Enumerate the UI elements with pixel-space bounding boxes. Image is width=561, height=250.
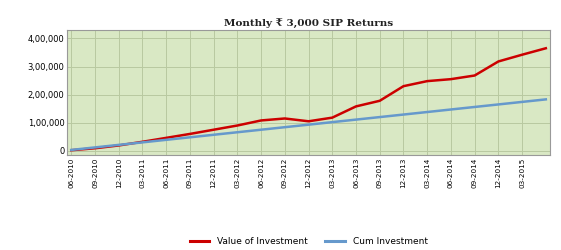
Line: Cum Investment: Cum Investment xyxy=(71,100,546,150)
Legend: Value of Investment, Cum Investment: Value of Investment, Cum Investment xyxy=(190,237,427,246)
Value of Investment xyxy=(163,136,169,139)
Cum Investment xyxy=(163,138,169,141)
Value of Investment xyxy=(234,124,241,127)
Value of Investment xyxy=(68,149,75,152)
Title: Monthly ₹ 3,000 SIP Returns: Monthly ₹ 3,000 SIP Returns xyxy=(224,18,393,28)
Value of Investment xyxy=(542,47,549,50)
Line: Value of Investment: Value of Investment xyxy=(71,48,546,150)
Cum Investment xyxy=(234,131,241,134)
Cum Investment xyxy=(479,104,486,108)
Cum Investment xyxy=(68,148,75,152)
Cum Investment xyxy=(321,122,328,124)
Value of Investment xyxy=(353,105,360,108)
Value of Investment xyxy=(479,69,486,72)
Value of Investment xyxy=(321,117,328,120)
Cum Investment xyxy=(353,118,360,121)
Value of Investment xyxy=(178,134,185,137)
Cum Investment xyxy=(178,137,185,140)
Cum Investment xyxy=(542,98,549,101)
